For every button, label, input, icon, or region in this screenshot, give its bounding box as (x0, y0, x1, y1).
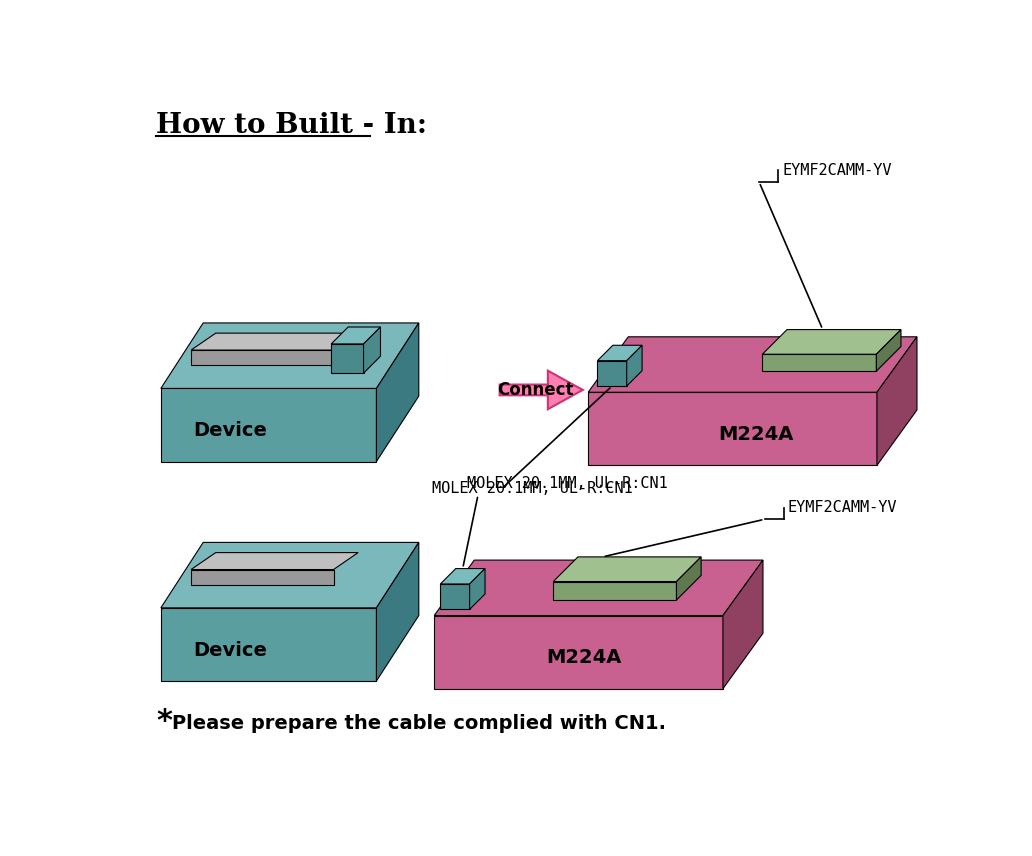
Polygon shape (161, 543, 419, 608)
Polygon shape (191, 333, 358, 350)
Text: EYMF2CAMM-YV: EYMF2CAMM-YV (787, 500, 897, 515)
Polygon shape (876, 330, 901, 372)
Text: Connect: Connect (497, 381, 574, 399)
Text: EYMF2CAMM-YV: EYMF2CAMM-YV (782, 163, 892, 178)
Polygon shape (763, 330, 901, 354)
Polygon shape (588, 392, 877, 466)
Text: How to Built - In:: How to Built - In: (156, 112, 427, 140)
Text: Device: Device (193, 421, 266, 440)
Polygon shape (377, 323, 419, 461)
Polygon shape (331, 327, 381, 344)
Polygon shape (470, 568, 485, 609)
Polygon shape (723, 560, 763, 689)
Polygon shape (434, 615, 723, 689)
Polygon shape (626, 345, 642, 386)
Polygon shape (598, 345, 642, 360)
Polygon shape (676, 557, 701, 600)
Text: MOLEX 20.1MM, UL-R:CN1: MOLEX 20.1MM, UL-R:CN1 (431, 481, 633, 496)
Text: M224A: M224A (718, 425, 794, 444)
Text: MOLEX 20.1MM, UL-R:CN1: MOLEX 20.1MM, UL-R:CN1 (466, 476, 668, 490)
Polygon shape (191, 553, 358, 569)
Polygon shape (598, 360, 626, 386)
Polygon shape (161, 323, 419, 389)
Text: Please prepare the cable complied with CN1.: Please prepare the cable complied with C… (171, 714, 666, 733)
Polygon shape (331, 344, 363, 373)
Polygon shape (377, 543, 419, 681)
Polygon shape (877, 336, 917, 466)
Polygon shape (553, 581, 676, 600)
Polygon shape (161, 389, 377, 461)
Polygon shape (161, 608, 377, 681)
Polygon shape (191, 569, 333, 585)
Polygon shape (763, 354, 876, 372)
Text: M224A: M224A (547, 649, 622, 668)
Polygon shape (363, 327, 381, 373)
Polygon shape (191, 350, 333, 366)
Polygon shape (441, 568, 485, 584)
Polygon shape (588, 336, 917, 392)
Polygon shape (434, 560, 763, 615)
Text: Device: Device (193, 641, 266, 660)
Polygon shape (441, 584, 470, 609)
Text: *: * (156, 707, 172, 736)
Polygon shape (553, 557, 701, 581)
Polygon shape (499, 371, 583, 409)
